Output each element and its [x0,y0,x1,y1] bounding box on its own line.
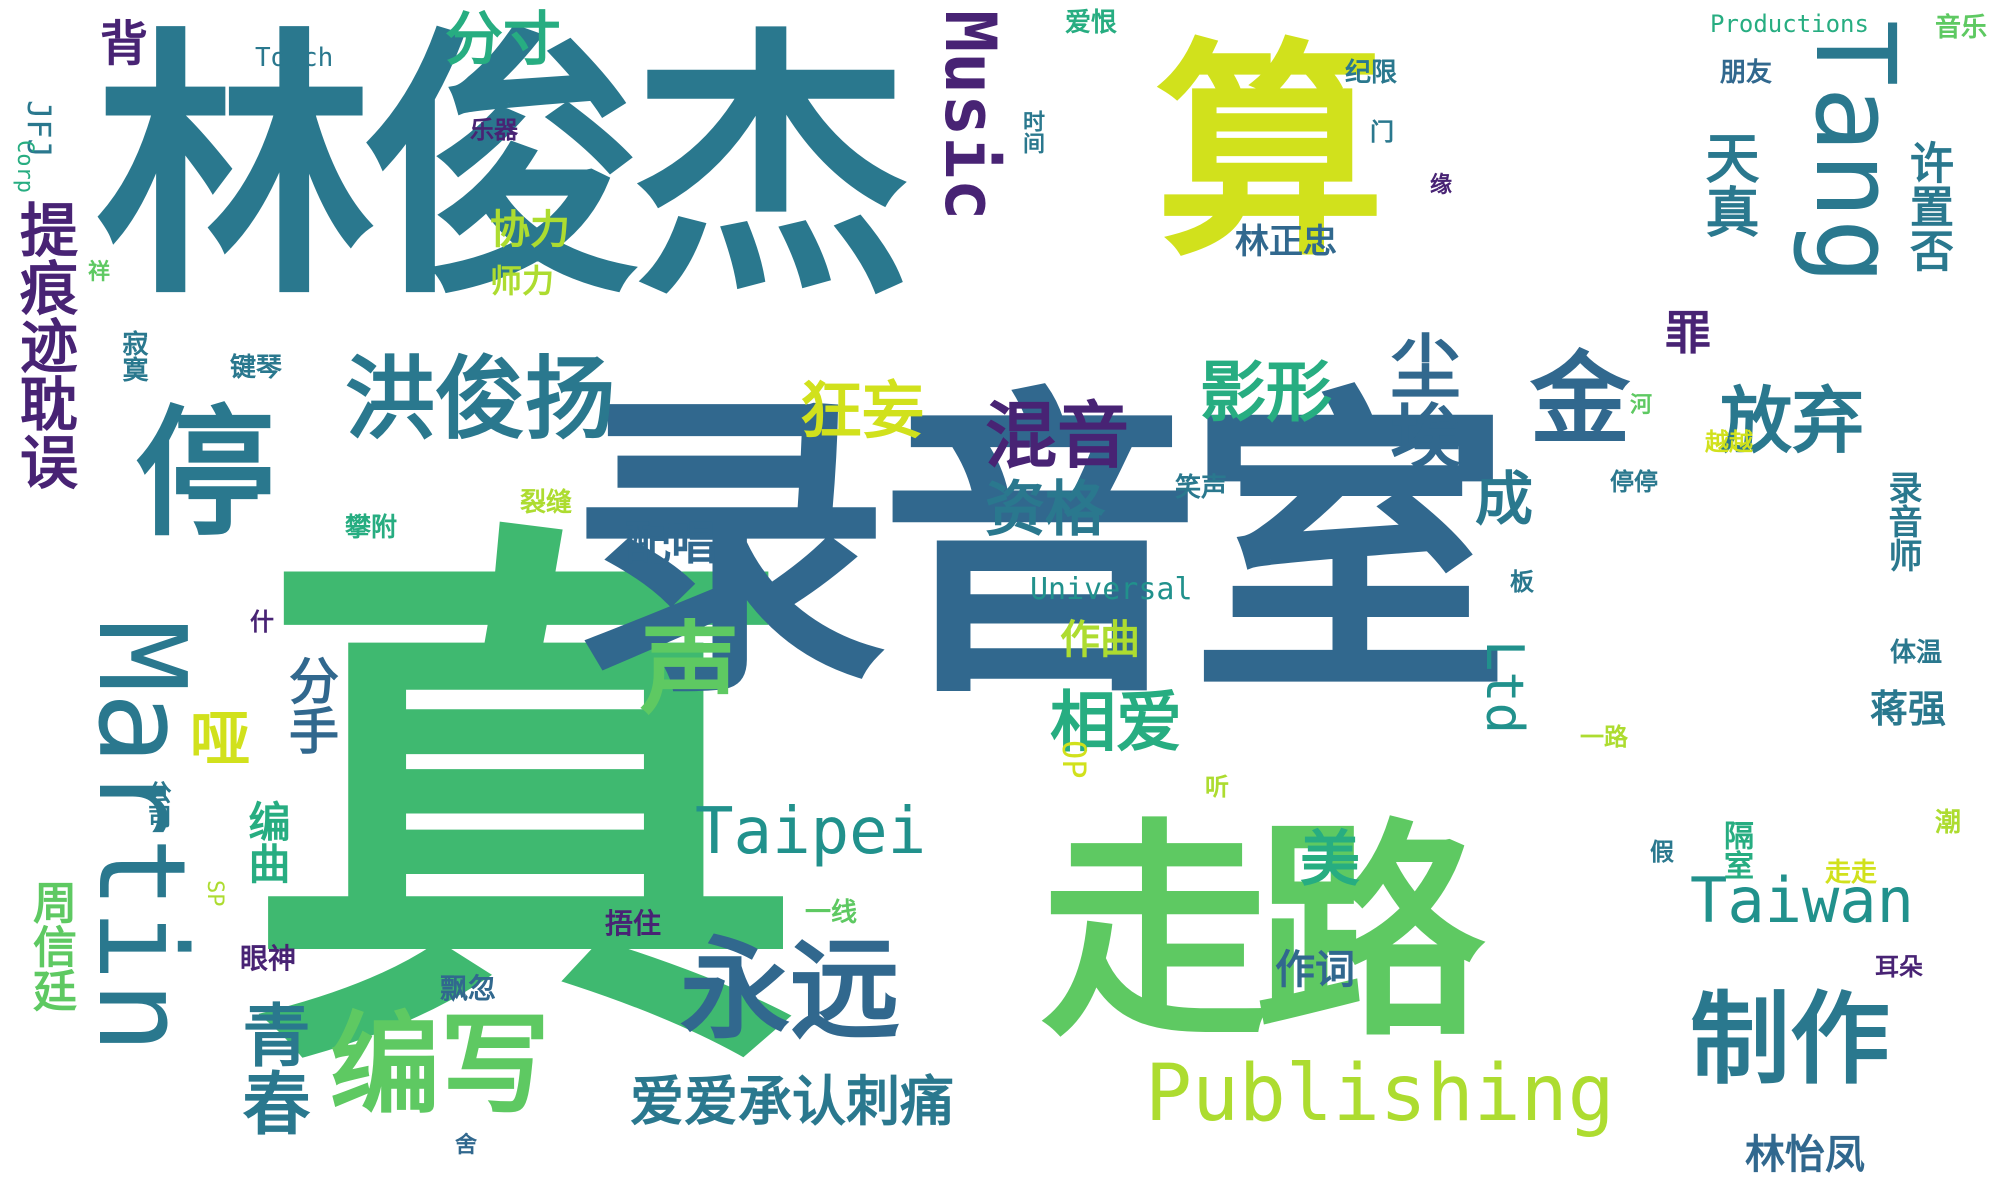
word-she: 舍 [455,1133,478,1158]
word-lin-zheng-zhong: 林正忠 [1235,222,1337,262]
word-zhi-zuo: 制作 [1690,981,1890,1098]
word-lu-yin-shi2: 录音师 [1882,470,1922,572]
word-chen-tu: 尘埃 [1379,330,1461,470]
word-zui: 罪 [1665,306,1711,360]
word-he: 河 [1630,393,1653,418]
word-ti-wen: 体温 [1890,638,1943,668]
word-sheng: 声 [640,611,740,728]
word-ge-shi: 隔室 [1718,820,1753,880]
word-gong-si: 公司 [143,780,171,828]
word-suan: 算 [1155,21,1386,288]
word-sp: SP [202,880,227,907]
word-xiao-sheng: 笑声 [1175,473,1228,503]
word-zhen: 真 [245,484,805,1136]
word-chao: 潮 [1935,808,1962,838]
word-yan-shen: 眼神 [240,942,297,975]
word-jian-qin: 键琴 [230,353,283,383]
word-bian-qu: 编曲 [242,800,291,884]
word-op: OP [1055,740,1093,779]
word-zuo-ci: 作词 [1275,947,1355,993]
word-pan-fu: 攀附 [345,513,398,543]
word-ting2: 听 [1205,773,1229,801]
word-xie-li: 协力 [490,207,570,253]
word-jia: 假 [1650,838,1674,866]
word-xiang-ai: 相爱 [1050,684,1182,761]
word-ban: 板 [1510,568,1534,596]
word-ting: 停 [135,393,276,556]
word-yue-yue: 越越 [1705,428,1753,456]
word-touch: Touch [255,43,334,73]
word-yong-yuan: 永远 [680,926,900,1054]
word-universal: Universal [1030,572,1193,607]
word-shi-li: 师力 [490,262,555,300]
word-zou-lu: 走路 [1040,801,1485,1068]
word-jin: 金 [1530,341,1630,458]
word-productions: Productions [1710,10,1869,38]
word-cheng: 成 [1475,465,1534,533]
word-er-duo: 耳朵 [1875,953,1923,981]
word-peng-you: 朋友 [1720,58,1773,88]
word-ji-mo: 寂寞 [118,330,148,382]
word-zou-zou: 走走 [1825,858,1878,888]
word-shi-jian: 时间 [1019,110,1044,154]
word-taipei: Taipei [695,795,927,869]
word-bei: 背 [100,16,149,72]
word-ji-xian: 纪限 [1345,58,1398,88]
word-piao-hu: 飘忽 [440,972,497,1005]
word-hong-jun-yang: 洪俊扬 [345,347,615,452]
word-ai-hen: 爱恨 [1065,8,1118,38]
word-qing-chun: 青春 [230,1000,309,1136]
word-pei-chang: 配唱 [625,516,717,570]
word-martin: Martin [71,620,210,1054]
word-lu-yin-shi: 录音室 [570,364,1510,736]
word-ting-ting: 停停 [1610,468,1658,496]
word-tian-zhen: 天真 [1696,130,1759,238]
word-lin-yi-feng: 林怡凤 [1745,1132,1865,1178]
word-fang-qi: 放弃 [1720,379,1865,463]
word-shen: 什 [250,608,274,636]
word-music: Music [929,10,1011,221]
word-fen-shou: 分手 [281,655,339,755]
word-men: 门 [1370,118,1394,146]
word-fen-cun: 分寸 [445,5,562,73]
word-zi-ge: 资格 [985,475,1105,545]
word-kuang-wang: 狂妄 [800,374,925,447]
word-lin-jun-jie: 林俊杰 [95,7,911,333]
word-ti-hen-ji-dan-wu: 提痕迹耽误 [10,200,78,490]
word-zhou-xin-ting: 周信廷 [25,880,76,1012]
word-xu-zhi-fou: 许置否 [1902,140,1953,272]
word-mei: 美 [1300,825,1360,895]
word-lie-feng: 裂缝 [520,488,573,518]
word-ya: 哑 [190,705,250,775]
word-yi-xian: 一线 [805,898,858,928]
word-ai-ai: 爱爱承认刺痛 [630,1070,954,1133]
word-yi-lu: 一路 [1580,723,1628,751]
word-wu-zhu: 捂住 [605,907,662,940]
word-taiwan: Taiwan [1690,864,1914,937]
word-xiang: 祥 [88,260,111,285]
word-publishing: Publishing [1145,1049,1615,1139]
word-jiang-qiang: 蒋强 [1870,687,1947,731]
word-ying-xing: 影形 [1200,354,1332,431]
word-zuo-qu: 作曲 [1060,617,1140,663]
word-hun-yin: 混音 [985,394,1130,478]
word-corp: Corp [12,140,37,193]
word-yin-yue: 音乐 [1935,13,1988,43]
word-yue-qi: 乐器 [470,116,518,144]
word-ltd: Ltd [1474,640,1534,734]
word-bian-xie: 编写 [330,1001,550,1129]
word-tang: Tang [1791,20,1919,285]
word-yuan: 缘 [1430,173,1453,198]
